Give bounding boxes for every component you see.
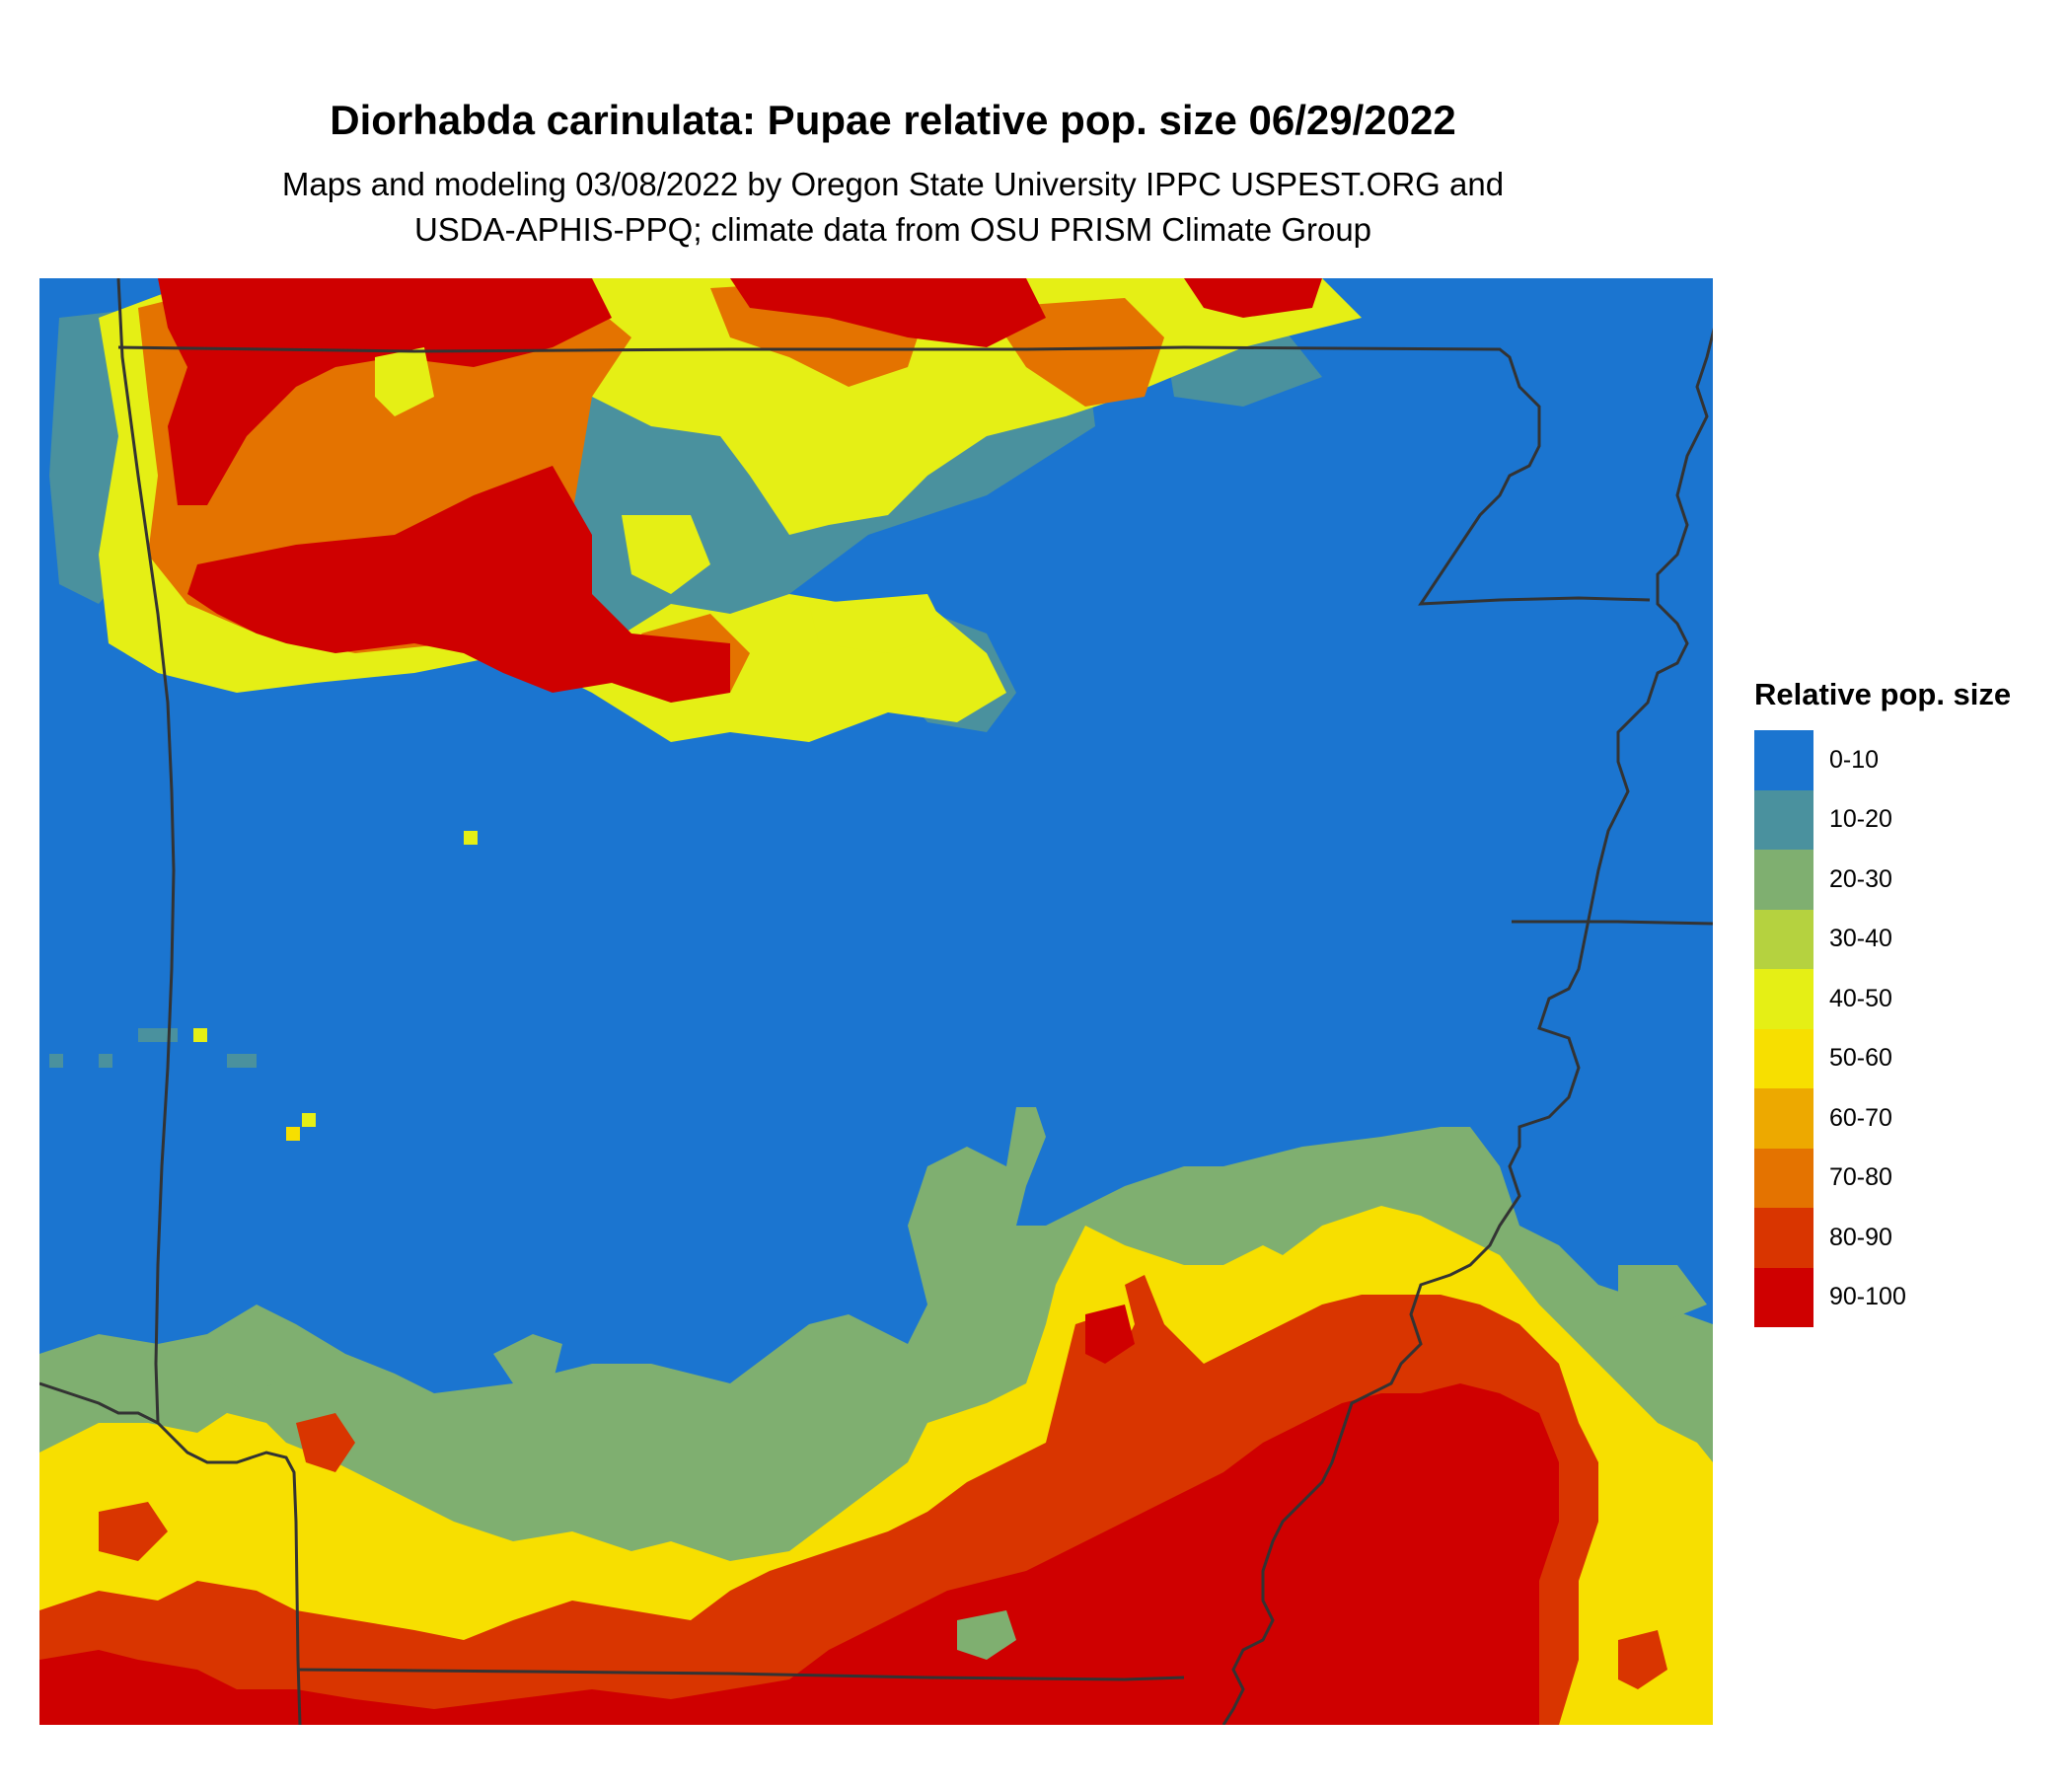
legend-label: 50-60 (1829, 1044, 1892, 1073)
legend-title: Relative pop. size (1754, 677, 2012, 711)
map-subtitle-line1: Maps and modeling 03/08/2022 by Oregon S… (281, 166, 1505, 202)
legend-item: 20-30 (1754, 850, 2070, 910)
legend-item: 0-10 (1754, 730, 2070, 790)
legend-swatch (1754, 1267, 1813, 1327)
east-river (1221, 327, 1713, 1725)
population-map (39, 278, 1713, 1725)
legend-swatch (1754, 730, 1813, 790)
legend-swatch (1754, 909, 1813, 969)
legend-swatch (1754, 1028, 1813, 1088)
legend-label: 40-50 (1829, 984, 1892, 1012)
legend-label: 70-80 (1829, 1163, 1892, 1192)
north-border (117, 345, 1651, 606)
legend-item: 30-40 (1754, 909, 2070, 969)
legend-item: 80-90 (1754, 1208, 2070, 1268)
west-border (116, 278, 176, 1424)
east-border (1512, 920, 1713, 926)
legend-item: 60-70 (1754, 1088, 2070, 1149)
south-border (297, 1668, 1185, 1681)
legend-label: 0-10 (1829, 745, 1880, 774)
map-title: Diorhabda carinulata: Pupae relative pop… (330, 97, 1456, 143)
map-subtitle-line2: USDA-APHIS-PPQ; climate data from OSU PR… (413, 211, 1372, 248)
state-boundaries (39, 278, 1713, 1725)
legend-item: 10-20 (1754, 789, 2070, 850)
legend-item: 90-100 (1754, 1267, 2070, 1327)
legend: Relative pop. size 0-10 10-20 20-30 30-4… (1754, 677, 2070, 1327)
north-band (49, 278, 1362, 1141)
southwest-border (39, 1381, 302, 1725)
legend-label: 10-20 (1829, 805, 1892, 834)
legend-item: 70-80 (1754, 1148, 2070, 1208)
legend-swatch (1754, 969, 1813, 1029)
legend-label: 60-70 (1829, 1103, 1892, 1132)
legend-swatch (1754, 789, 1813, 850)
legend-swatch (1754, 850, 1813, 910)
legend-swatch (1754, 1088, 1813, 1149)
legend-swatch (1754, 1148, 1813, 1208)
legend-swatch (1754, 1208, 1813, 1268)
legend-label: 80-90 (1829, 1223, 1892, 1251)
legend-label: 90-100 (1829, 1283, 1906, 1311)
legend-label: 30-40 (1829, 925, 1892, 953)
legend-item: 50-60 (1754, 1028, 2070, 1088)
legend-item: 40-50 (1754, 969, 2070, 1029)
legend-label: 20-30 (1829, 864, 1892, 893)
south-band (39, 1107, 1713, 1725)
